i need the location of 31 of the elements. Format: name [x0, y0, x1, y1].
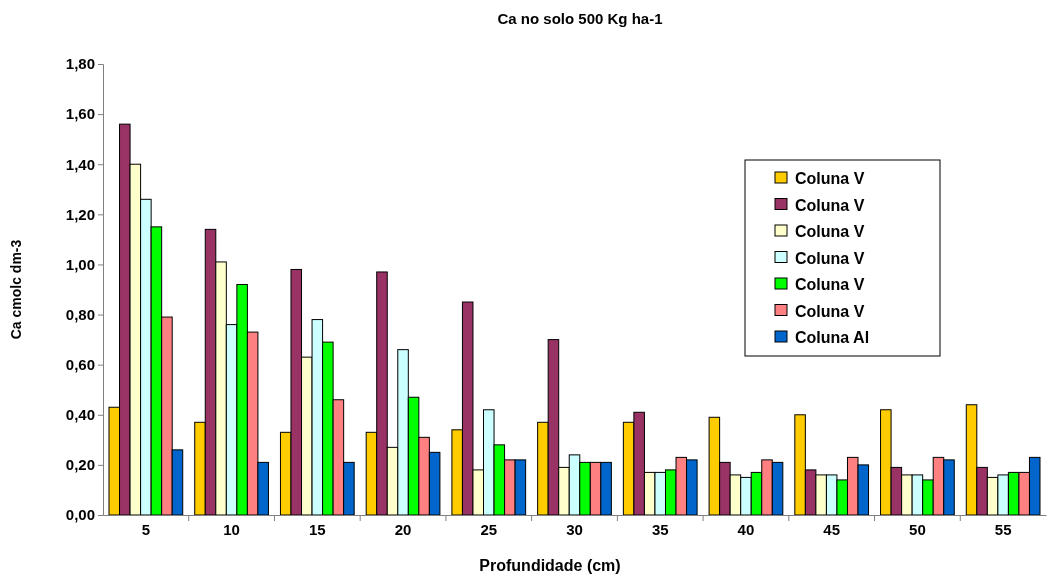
x-tick-label: 45	[823, 520, 841, 538]
x-tick-label: 20	[394, 520, 412, 538]
x-tick-label: 35	[651, 520, 669, 538]
y-tick-label: 0,00	[65, 506, 95, 524]
legend-label: Coluna Al	[795, 329, 870, 346]
y-tick-label: 1,40	[65, 155, 95, 173]
y-tick-label: 0,20	[65, 456, 95, 474]
legend-label: Coluna V	[795, 276, 865, 293]
y-tick-label: 0,60	[65, 355, 95, 373]
chart-title: Ca no solo 500 Kg ha-1	[497, 10, 663, 27]
x-tick-label: 55	[994, 520, 1012, 538]
y-axis-title: Ca cmolc dm-3	[8, 239, 24, 340]
x-tick-label: 40	[737, 520, 755, 538]
y-tick-label: 1,00	[65, 255, 95, 273]
x-tick-label: 5	[141, 520, 151, 538]
legend-label: Coluna V	[795, 196, 865, 214]
legend-label: Coluna V	[795, 170, 865, 187]
x-tick-label: 15	[308, 520, 326, 538]
legend-label: Coluna V	[795, 302, 865, 320]
x-tick-label: 25	[480, 520, 498, 538]
y-tick-label: 0,40	[65, 406, 95, 424]
legend-label: Coluna V	[795, 223, 865, 240]
legend-label: Coluna V	[795, 249, 865, 267]
y-tick-label: 1,80	[65, 55, 95, 73]
x-tick-label: 30	[566, 520, 583, 538]
y-tick-label: 0,80	[65, 305, 95, 323]
x-axis-title: Profundidade (cm)	[479, 557, 621, 574]
y-tick-label: 1,60	[65, 105, 95, 123]
x-tick-label: 10	[223, 520, 240, 538]
y-tick-label: 1,20	[65, 205, 95, 223]
x-tick-label: 50	[909, 520, 926, 538]
